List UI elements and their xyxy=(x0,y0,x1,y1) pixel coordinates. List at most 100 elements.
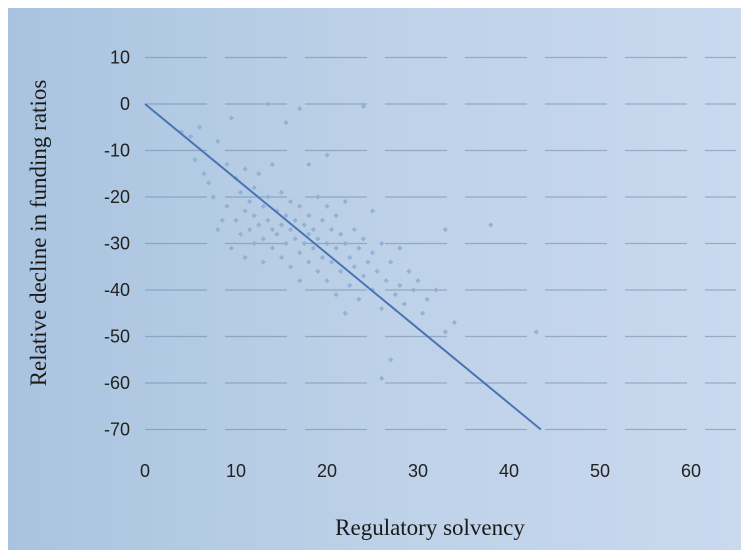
data-point xyxy=(237,189,244,195)
data-point xyxy=(224,203,230,209)
data-point xyxy=(197,124,203,130)
data-point xyxy=(533,329,539,335)
data-point xyxy=(210,194,216,200)
y-tick-label: -10 xyxy=(104,141,130,161)
data-point xyxy=(215,226,221,233)
data-point xyxy=(488,222,494,228)
data-point xyxy=(297,250,303,256)
x-tick-label: 60 xyxy=(681,461,701,481)
data-point xyxy=(265,101,271,107)
y-tick-label: -60 xyxy=(104,373,130,393)
y-tick-label: -40 xyxy=(104,280,130,300)
x-tick-label: 40 xyxy=(499,461,519,481)
data-point xyxy=(274,208,280,214)
data-point xyxy=(406,268,412,274)
data-point xyxy=(383,278,389,284)
data-point xyxy=(288,264,294,270)
data-point xyxy=(379,240,385,247)
data-point xyxy=(328,259,335,265)
data-point xyxy=(324,152,330,158)
data-point xyxy=(306,161,312,168)
data-point xyxy=(283,120,289,126)
data-point xyxy=(410,287,417,293)
data-point xyxy=(297,278,303,284)
data-point xyxy=(265,194,271,200)
data-point xyxy=(233,217,239,223)
data-point xyxy=(260,236,266,242)
data-point xyxy=(288,226,294,233)
x-tick-label: 30 xyxy=(408,461,428,481)
data-point xyxy=(328,226,335,233)
data-point xyxy=(379,375,385,381)
data-point xyxy=(306,231,312,237)
data-point xyxy=(251,213,257,219)
data-point xyxy=(187,133,194,140)
x-tick-label: 20 xyxy=(317,461,337,481)
data-point xyxy=(269,245,275,251)
data-point xyxy=(442,329,448,335)
data-point xyxy=(401,301,407,307)
data-point xyxy=(347,254,353,261)
y-tick-label: -70 xyxy=(104,420,130,440)
data-point xyxy=(292,217,298,223)
data-point xyxy=(237,231,244,237)
data-point xyxy=(242,208,248,214)
data-point xyxy=(342,199,348,205)
data-point xyxy=(397,282,403,288)
data-point xyxy=(242,254,248,261)
data-point xyxy=(333,213,339,219)
data-point xyxy=(397,245,403,251)
data-point xyxy=(388,259,394,265)
data-point xyxy=(379,306,385,312)
data-point xyxy=(301,240,307,247)
data-point xyxy=(228,115,235,121)
data-point xyxy=(278,222,285,228)
data-point xyxy=(306,259,312,265)
data-point xyxy=(242,166,248,172)
data-point xyxy=(274,231,280,237)
data-point xyxy=(310,245,316,251)
data-point xyxy=(433,287,439,293)
data-point xyxy=(310,226,316,233)
data-point xyxy=(206,180,212,186)
data-point xyxy=(388,357,394,363)
y-tick-labels: 10 0 -10 -20 -30 -40 -50 -60 -70 xyxy=(104,48,130,440)
data-point xyxy=(260,203,266,209)
data-point xyxy=(351,264,357,270)
data-point xyxy=(251,185,257,191)
x-tick-labels: 0 10 20 30 40 50 60 xyxy=(140,461,701,481)
data-point xyxy=(278,189,285,195)
data-point xyxy=(324,240,330,247)
y-tick-label: -50 xyxy=(104,327,130,347)
x-tick-label: 50 xyxy=(590,461,610,481)
data-point xyxy=(260,259,266,265)
data-point xyxy=(360,103,366,109)
y-tick-label: -30 xyxy=(104,234,130,254)
x-tick-label: 0 xyxy=(140,461,150,481)
data-point xyxy=(219,217,225,223)
data-point xyxy=(442,226,448,233)
data-point xyxy=(192,157,198,163)
data-point xyxy=(269,161,275,168)
data-point xyxy=(228,245,235,251)
data-point xyxy=(269,226,275,233)
data-point xyxy=(247,226,253,233)
data-point xyxy=(283,213,289,219)
data-point xyxy=(324,278,330,284)
trend-line xyxy=(144,103,542,431)
data-point xyxy=(315,194,321,200)
data-point xyxy=(265,217,271,223)
data-point xyxy=(347,282,353,288)
y-tick-label: -20 xyxy=(104,187,130,207)
data-point xyxy=(415,278,421,284)
data-point xyxy=(324,203,330,209)
data-point xyxy=(360,236,366,242)
data-point xyxy=(392,292,398,298)
x-axis-title: Regulatory solvency xyxy=(335,515,525,540)
data-point xyxy=(201,171,207,177)
scatter-chart: 10 0 -10 -20 -30 -40 -50 -60 -70 0 10 20 30 40 50 60 R… xyxy=(26,48,736,540)
data-point xyxy=(256,171,262,177)
data-point xyxy=(342,240,348,247)
chart-panel: 10 0 -10 -20 -30 -40 -50 -60 -70 0 10 20 30 40 50 60 R… xyxy=(8,8,741,550)
data-point xyxy=(215,138,221,144)
